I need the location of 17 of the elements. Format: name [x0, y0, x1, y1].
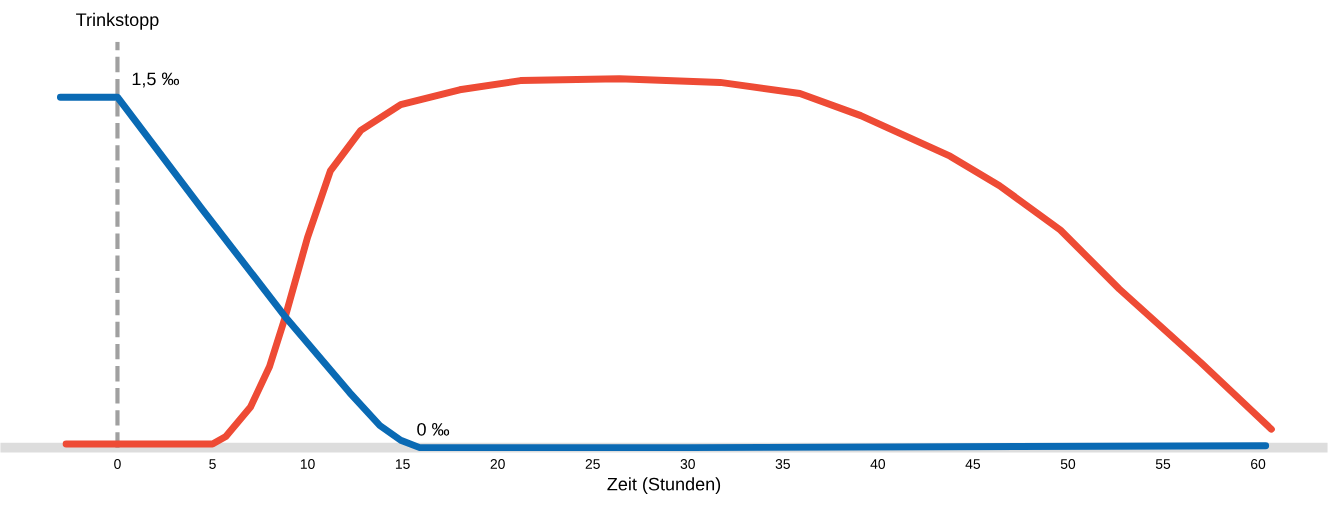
- x-tick-label: 40: [870, 459, 886, 469]
- x-tick-label: 20: [490, 459, 505, 469]
- x-tick-label: 30: [680, 459, 695, 469]
- ref-line-label: Trinkstopp: [76, 12, 159, 30]
- annotation: 1,5 ‰: [132, 72, 180, 88]
- x-tick-label: 15: [395, 459, 410, 469]
- x-tick-label: 60: [1251, 459, 1266, 469]
- x-axis-title: Zeit (Stunden): [607, 477, 721, 495]
- x-tick-label: 35: [775, 459, 790, 469]
- x-tick-label: 55: [1155, 459, 1171, 469]
- x-tick-label: 45: [965, 459, 981, 469]
- x-tick-label: 25: [585, 459, 600, 469]
- x-tick-label: 0: [114, 459, 121, 469]
- x-tick-label: 10: [300, 459, 315, 469]
- annotation: 0 ‰: [417, 422, 450, 436]
- x-tick-label: 50: [1060, 459, 1076, 469]
- x-tick-label: 5: [209, 459, 216, 469]
